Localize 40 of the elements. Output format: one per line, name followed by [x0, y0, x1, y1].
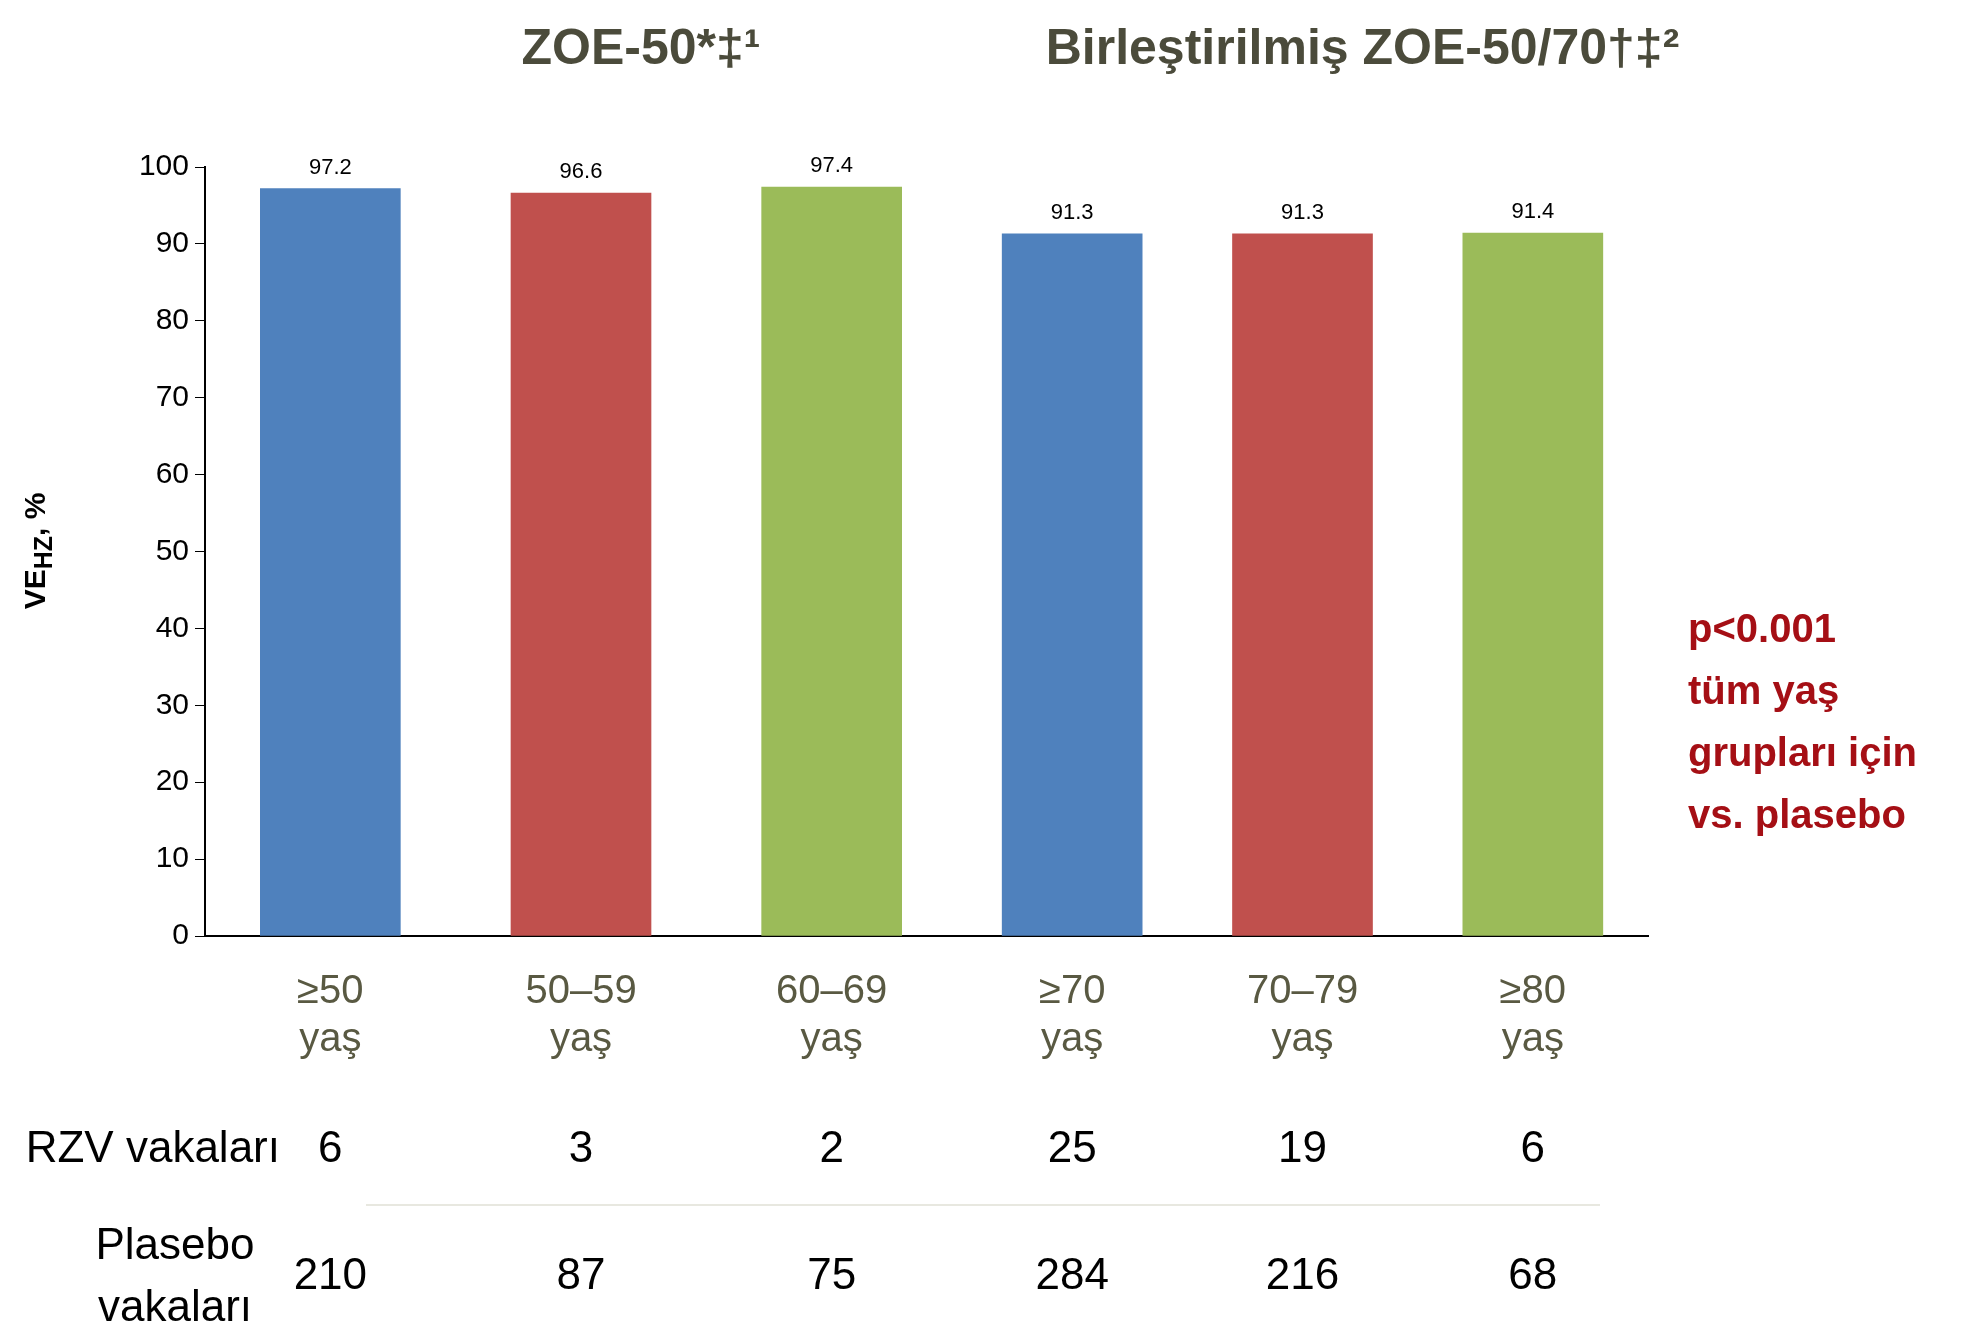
y-tick-label: 100 — [138, 148, 189, 182]
chart-title: ZOE-50*‡¹ — [521, 18, 761, 75]
x-tick-label: ≥50 yaş — [297, 967, 364, 1060]
y-tick-label: 20 — [155, 763, 189, 797]
y-tick-label: 70 — [155, 378, 189, 412]
text: 6 — [318, 1122, 343, 1172]
text: 19 — [1278, 1122, 1327, 1172]
y-tick-label: 40 — [155, 609, 189, 643]
data-label: 91.4 — [1511, 198, 1555, 224]
text: 3 — [568, 1122, 594, 1172]
chart-title: Birleştirilmiş ZOE-50/70†‡² — [1045, 18, 1680, 75]
text: p<0.001 tüm yaş grupları için vs. plasebo — [1688, 606, 1917, 837]
text: 2 — [819, 1122, 844, 1172]
text: 75 — [807, 1249, 857, 1299]
x-tick-label: ≥70 yaş — [1038, 967, 1106, 1060]
y-tick-label: 60 — [155, 455, 189, 489]
text: Plasebo vakaları — [95, 1219, 255, 1331]
text: 6 — [1520, 1122, 1546, 1172]
x-tick-label: 70–79 yaş — [1246, 967, 1359, 1060]
text: 216 — [1265, 1249, 1340, 1299]
text: RZV vakaları — [25, 1122, 280, 1172]
x-tick-label: 50–59 yaş — [525, 967, 637, 1060]
text: 25 — [1047, 1122, 1097, 1172]
y-tick-label: 0 — [172, 917, 189, 951]
text: 284 — [1035, 1249, 1109, 1299]
y-tick-label: 30 — [155, 686, 189, 720]
y-tick-label: 10 — [155, 840, 189, 874]
x-tick-label: 60–69 yaş — [776, 967, 888, 1060]
data-label: 97.4 — [810, 152, 854, 178]
data-label: 91.3 — [1050, 198, 1094, 224]
text: 210 — [293, 1249, 368, 1299]
y-tick-label: 80 — [155, 302, 189, 336]
text: 87 — [556, 1249, 606, 1299]
data-label: 91.3 — [1281, 198, 1324, 224]
data-label: 97.2 — [308, 153, 352, 179]
text: 68 — [1508, 1249, 1558, 1299]
x-tick-label: ≥80 yaş — [1499, 967, 1567, 1060]
data-label: 96.6 — [559, 158, 603, 184]
y-tick-label: 50 — [155, 532, 189, 566]
y-tick-label: 90 — [155, 225, 189, 259]
